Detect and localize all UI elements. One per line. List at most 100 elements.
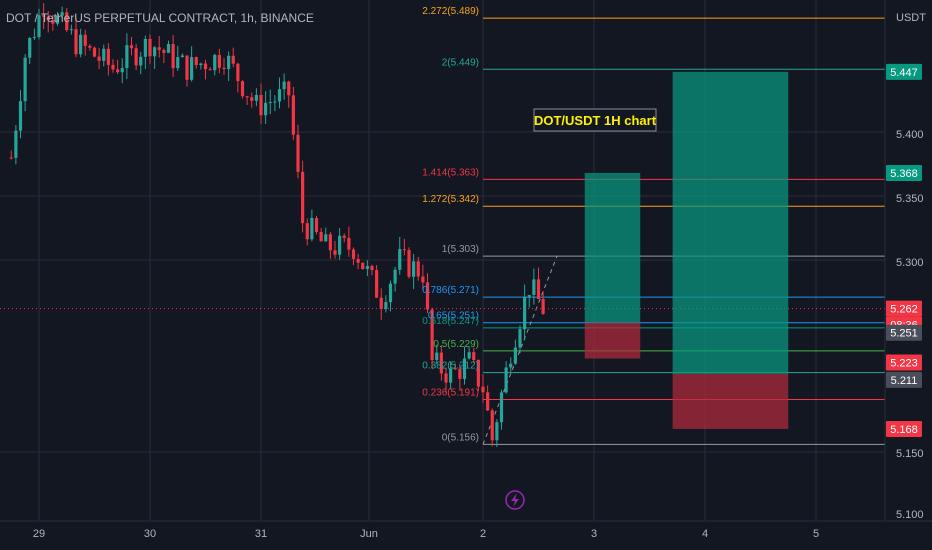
fib-trend-line[interactable] — [482, 255, 558, 445]
fibonacci-labels: 2.272(5.489) 2(5.449) 1.414(5.363) 1.272(5.… — [422, 6, 479, 443]
fib-level-label: 0.382(5.212) — [422, 361, 479, 372]
chart-annotation[interactable]: DOT/USDT 1H chart — [533, 108, 657, 132]
candle-body — [527, 294, 531, 297]
candle-body — [532, 279, 536, 295]
candle-body — [333, 250, 337, 255]
candle-body — [467, 352, 471, 359]
candle-body — [435, 352, 439, 360]
candle-body — [166, 44, 171, 53]
time-tick: 5 — [813, 528, 819, 540]
candle-body — [393, 269, 397, 284]
candle-body — [310, 218, 314, 240]
candle-body — [296, 134, 300, 172]
candle-body — [254, 94, 258, 101]
candle-body — [277, 89, 282, 102]
candle-body — [388, 283, 393, 303]
position-profit-zone[interactable] — [672, 71, 789, 374]
candle-body — [541, 298, 545, 314]
candle-body — [351, 249, 356, 259]
candle-body — [324, 234, 328, 242]
svg-text:5.447: 5.447 — [890, 67, 918, 79]
candle-body — [490, 410, 494, 441]
candle-body — [176, 57, 180, 69]
candle-body — [287, 81, 291, 96]
candle-body — [203, 63, 208, 70]
candle-body — [129, 45, 134, 49]
price-badge: 5.251 — [886, 324, 922, 341]
candle-body — [190, 57, 194, 80]
fib-level-label: 0.65(5.251) — [428, 311, 479, 322]
candle-body — [495, 422, 499, 441]
fib-level-label: 0.618(5.247) — [422, 316, 479, 327]
candle-body — [18, 101, 23, 131]
price-badge: 5.447 — [886, 63, 922, 80]
candle-body — [143, 38, 147, 57]
svg-text:5.223: 5.223 — [890, 358, 918, 370]
candle-body — [65, 12, 69, 31]
candle-body — [518, 329, 522, 348]
candle-body — [217, 54, 221, 68]
fib-level-label: 1.272(5.342) — [422, 194, 479, 205]
candle-body — [513, 347, 517, 364]
candle-body — [504, 367, 508, 393]
candle-body — [379, 297, 383, 309]
candle-body — [139, 56, 143, 66]
candle-body — [14, 130, 18, 158]
fib-level-label: 0.236(5.191) — [422, 388, 479, 399]
candle-body — [444, 373, 448, 383]
candle-body — [185, 55, 189, 80]
candle-body — [222, 67, 226, 70]
time-tick: 3 — [591, 528, 597, 540]
price-axis[interactable]: USDT 5.400 5.350 5.300 5.150 5.100 5.447… — [884, 0, 926, 521]
long-position-tools[interactable] — [584, 71, 789, 429]
candle-body — [407, 250, 411, 277]
position-stop-zone[interactable] — [672, 373, 789, 429]
candle-body — [79, 34, 83, 55]
candle-body — [425, 282, 430, 310]
candle-body — [273, 101, 277, 103]
candle-body — [259, 94, 263, 116]
candle-body — [153, 47, 157, 57]
candle-body — [536, 279, 541, 299]
position-stop-zone[interactable] — [584, 322, 641, 359]
candle-body — [42, 15, 46, 17]
price-tick: 5.300 — [896, 257, 924, 269]
candle-body — [162, 50, 166, 53]
fib-level-label: 2.272(5.489) — [422, 6, 479, 17]
candle-body — [347, 237, 351, 250]
price-badge: 5.223 — [886, 354, 922, 371]
time-tick: 29 — [33, 528, 45, 540]
lightning-icon[interactable] — [505, 490, 525, 510]
svg-text:5.251: 5.251 — [890, 328, 918, 340]
candle-body — [51, 20, 55, 24]
time-tick: Jun — [360, 528, 378, 540]
candle-body — [476, 359, 480, 387]
candle-body — [361, 262, 365, 270]
candle-body — [69, 29, 73, 31]
position-profit-zone[interactable] — [584, 172, 641, 323]
candle-body — [430, 309, 434, 360]
candle-body — [171, 44, 175, 69]
candle-body — [125, 45, 129, 69]
svg-text:5.262: 5.262 — [890, 304, 918, 316]
candle-body — [416, 261, 420, 277]
axis-unit: USDT — [896, 12, 926, 24]
time-axis[interactable]: 29 30 31 Jun 2 3 4 5 — [0, 520, 932, 540]
candle-body — [245, 96, 249, 98]
candle-body — [32, 37, 36, 39]
candle-body — [111, 64, 115, 70]
fib-level-label: 1.414(5.363) — [422, 167, 479, 178]
price-tick: 5.400 — [896, 129, 924, 141]
candle-body — [314, 218, 319, 232]
candle-body — [486, 392, 490, 411]
candle-body — [458, 368, 462, 379]
candle-body — [319, 231, 323, 242]
candle-body — [509, 363, 513, 368]
chart-title: DOT / TetherUS PERPETUAL CONTRACT, 1h, B… — [6, 11, 314, 25]
candle-body — [384, 302, 388, 309]
candle-body — [92, 47, 97, 57]
candle-body — [523, 296, 527, 330]
candle-body — [472, 352, 476, 360]
fib-level-label: 0.5(5.229) — [433, 339, 479, 350]
